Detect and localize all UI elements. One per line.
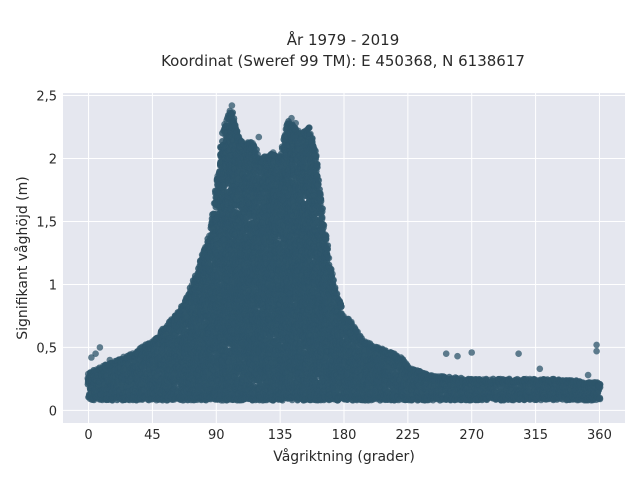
chart-title-line1: År 1979 - 2019 bbox=[287, 30, 400, 49]
data-points bbox=[84, 102, 604, 404]
chart-title-line2: Koordinat (Sweref 99 TM): E 450368, N 61… bbox=[161, 52, 525, 70]
scatter-point bbox=[233, 128, 241, 135]
